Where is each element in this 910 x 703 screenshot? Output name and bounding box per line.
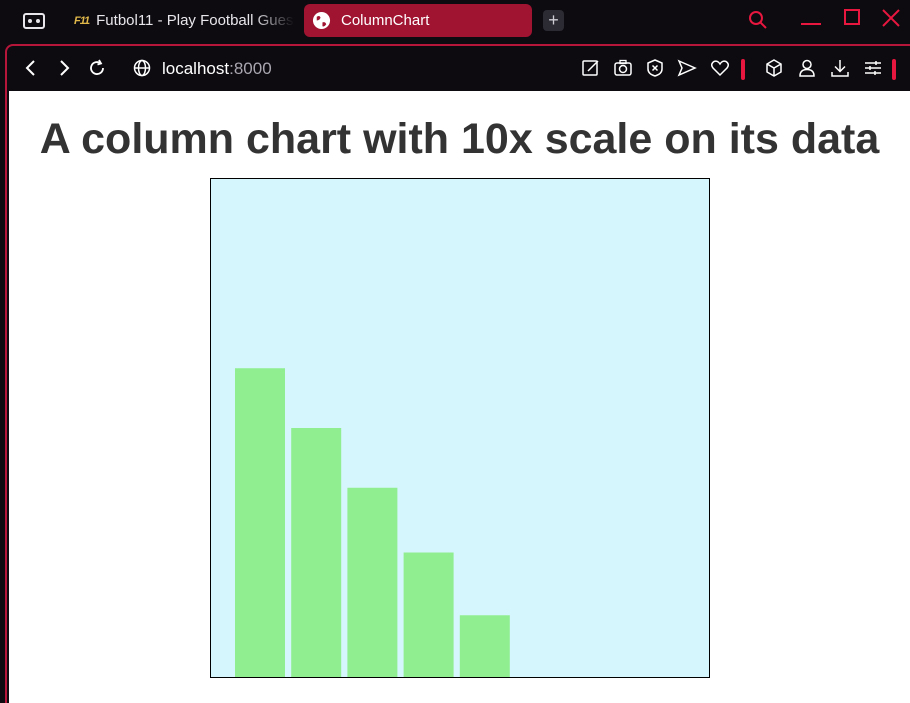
browser-toolbar: localhost:8000: [7, 46, 910, 91]
bar-2: [291, 428, 342, 677]
download-icon[interactable]: [830, 58, 850, 78]
url-host: localhost: [162, 59, 230, 78]
tab-columnchart[interactable]: ColumnChart: [304, 4, 532, 37]
search-icon[interactable]: [746, 8, 770, 32]
bar-3: [347, 487, 398, 677]
close-icon[interactable]: [879, 6, 903, 30]
forward-icon[interactable]: [54, 58, 74, 78]
workspaces-icon[interactable]: [22, 10, 46, 32]
heart-icon[interactable]: [710, 58, 730, 78]
account-icon[interactable]: [797, 58, 817, 78]
site-info-globe-icon[interactable]: [132, 58, 152, 78]
back-icon[interactable]: [21, 58, 41, 78]
minimize-icon[interactable]: [799, 8, 823, 32]
column-chart: [210, 178, 710, 678]
reload-icon[interactable]: [87, 58, 107, 78]
edit-page-icon[interactable]: [581, 58, 601, 78]
adblock-shield-icon[interactable]: [645, 58, 665, 78]
tab-title: Futbol11 - Play Football Guessing Games: [96, 12, 294, 29]
cube-icon[interactable]: [764, 58, 784, 78]
bar-4: [403, 552, 454, 677]
futbol11-favicon-icon: F11: [74, 14, 90, 27]
browser-window: localhost:8000: [5, 44, 910, 703]
url-port: :8000: [229, 59, 272, 78]
page-title: A column chart with 10x scale on its dat…: [39, 115, 880, 163]
bar-5: [459, 615, 510, 677]
new-tab-button[interactable]: +: [543, 10, 564, 31]
settings-sliders-icon[interactable]: [863, 58, 883, 78]
bar-1: [235, 368, 285, 677]
tab-title: ColumnChart: [341, 12, 430, 29]
toolbar-edge-indicator: [892, 59, 896, 80]
globe-icon: [312, 11, 331, 30]
page-viewport: A column chart with 10x scale on its dat…: [9, 91, 910, 703]
tab-strip: F11 Futbol11 - Play Football Guessing Ga…: [0, 0, 910, 42]
tab-futbol11[interactable]: F11 Futbol11 - Play Football Guessing Ga…: [62, 4, 294, 37]
chart-canvas: [235, 368, 510, 677]
camera-icon[interactable]: [613, 58, 633, 78]
send-icon[interactable]: [677, 58, 697, 78]
maximize-icon[interactable]: [840, 6, 864, 30]
toolbar-separator: [741, 59, 745, 80]
address-bar[interactable]: localhost:8000: [162, 59, 272, 79]
